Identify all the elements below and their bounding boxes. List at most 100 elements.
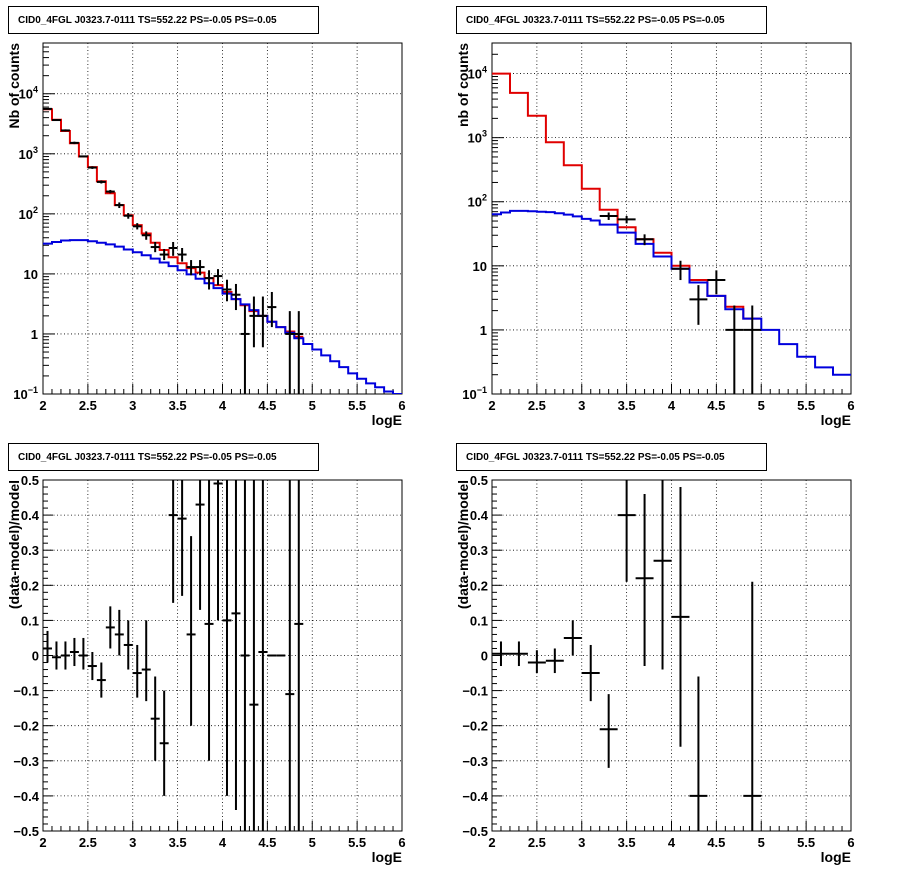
data-point bbox=[249, 480, 259, 831]
chart-panel-residuals-coarse: CID0_4FGL J0323.7-0111 TS=552.22 PS=-0.0… bbox=[455, 443, 855, 865]
data-point bbox=[285, 311, 295, 394]
series-line-total-model bbox=[43, 108, 304, 338]
chart-panel-counts-coarse: CID0_4FGL J0323.7-0111 TS=552.22 PS=-0.0… bbox=[455, 6, 855, 428]
y-tick-label: −0.5 bbox=[462, 824, 488, 839]
y-tick-label: 10 bbox=[473, 259, 487, 274]
data-point bbox=[231, 480, 241, 810]
data-point bbox=[177, 247, 187, 262]
y-tick-label: 10−1 bbox=[462, 385, 487, 402]
data-point bbox=[69, 141, 79, 145]
x-tick-label: 2.5 bbox=[528, 835, 546, 850]
data-point bbox=[563, 620, 582, 656]
y-tick-label: 103 bbox=[468, 129, 487, 146]
data-point bbox=[204, 480, 214, 761]
x-tick-label: 4 bbox=[219, 398, 227, 413]
y-tick-label: −0.4 bbox=[462, 789, 488, 804]
x-axis-label: logE bbox=[372, 412, 402, 428]
y-tick-label: −0.1 bbox=[462, 684, 488, 699]
y-tick-label: 0.2 bbox=[21, 578, 39, 593]
data-point bbox=[294, 311, 304, 394]
y-tick-label: 0 bbox=[481, 649, 488, 664]
plot-area bbox=[492, 72, 851, 394]
data-point bbox=[123, 620, 133, 670]
x-tick-label: 2 bbox=[488, 835, 495, 850]
grid bbox=[43, 43, 402, 394]
data-point bbox=[635, 234, 654, 246]
data-point bbox=[195, 480, 205, 610]
data-point bbox=[725, 305, 744, 394]
data-point bbox=[69, 637, 79, 667]
y-tick-label: −0.2 bbox=[462, 719, 488, 734]
y-tick-label: 104 bbox=[19, 85, 38, 102]
data-point bbox=[186, 260, 196, 276]
y-tick-label: 102 bbox=[468, 193, 487, 210]
series-data bbox=[43, 107, 304, 394]
data-point bbox=[96, 180, 106, 184]
data-point bbox=[545, 648, 564, 674]
x-tick-label: 5 bbox=[309, 398, 316, 413]
x-tick-label: 6 bbox=[847, 398, 854, 413]
data-point bbox=[222, 480, 232, 796]
data-point bbox=[689, 285, 708, 325]
series-data bbox=[599, 212, 762, 394]
y-tick-label: 10−1 bbox=[13, 385, 38, 402]
data-point bbox=[87, 651, 97, 681]
x-tick-label: 5 bbox=[309, 835, 316, 850]
data-point bbox=[635, 494, 654, 667]
y-tick-label: −0.4 bbox=[13, 789, 39, 804]
y-tick-label: 0.4 bbox=[470, 508, 489, 523]
plot-area bbox=[43, 480, 304, 831]
series-line-source-model bbox=[492, 209, 851, 376]
x-tick-label: 5 bbox=[758, 835, 765, 850]
data-point bbox=[599, 694, 618, 768]
data-point bbox=[141, 231, 151, 240]
data-point bbox=[168, 241, 178, 256]
x-tick-label: 4.5 bbox=[707, 398, 725, 413]
x-tick-label: 2 bbox=[488, 398, 495, 413]
y-tick-label: −0.3 bbox=[13, 754, 39, 769]
x-tick-label: 5.5 bbox=[348, 835, 366, 850]
data-point bbox=[581, 644, 600, 702]
y-tick-label: 1 bbox=[480, 323, 487, 338]
data-point bbox=[743, 581, 762, 831]
data-point bbox=[509, 641, 528, 667]
chart-title: CID0_4FGL J0323.7-0111 TS=552.22 PS=-0.0… bbox=[466, 15, 725, 26]
x-tick-label: 2 bbox=[39, 835, 46, 850]
data-point bbox=[51, 641, 61, 670]
y-tick-label: 103 bbox=[19, 145, 38, 162]
x-tick-label: 3 bbox=[578, 835, 585, 850]
x-tick-label: 5.5 bbox=[797, 398, 815, 413]
data-point bbox=[240, 480, 250, 831]
y-tick-label: 1 bbox=[31, 327, 38, 342]
data-point bbox=[617, 480, 636, 582]
y-tick-label: 104 bbox=[468, 65, 487, 82]
data-point bbox=[599, 212, 618, 220]
data-point bbox=[213, 269, 223, 286]
data-point bbox=[132, 223, 142, 230]
title-box bbox=[8, 6, 319, 34]
x-tick-label: 3.5 bbox=[169, 835, 187, 850]
data-point bbox=[267, 291, 277, 328]
data-point bbox=[249, 296, 259, 348]
y-tick-label: 0 bbox=[32, 649, 39, 664]
data-point bbox=[60, 129, 70, 132]
data-point bbox=[105, 189, 115, 194]
x-tick-label: 4 bbox=[668, 835, 676, 850]
data-point bbox=[177, 480, 187, 596]
data-point bbox=[123, 213, 133, 219]
x-tick-label: 4.5 bbox=[707, 835, 725, 850]
data-point bbox=[617, 215, 636, 224]
x-tick-label: 4.5 bbox=[258, 835, 276, 850]
title-box bbox=[456, 6, 767, 34]
data-point bbox=[87, 166, 97, 169]
series-residuals bbox=[492, 480, 762, 831]
x-axis-label: logE bbox=[821, 849, 851, 865]
y-tick-label: −0.3 bbox=[462, 754, 488, 769]
data-point bbox=[213, 480, 223, 621]
data-point bbox=[195, 260, 205, 276]
y-tick-label: 102 bbox=[19, 205, 38, 222]
x-tick-label: 6 bbox=[398, 835, 405, 850]
chart-title: CID0_4FGL J0323.7-0111 TS=552.22 PS=-0.0… bbox=[18, 15, 277, 26]
x-tick-label: 3 bbox=[129, 835, 136, 850]
